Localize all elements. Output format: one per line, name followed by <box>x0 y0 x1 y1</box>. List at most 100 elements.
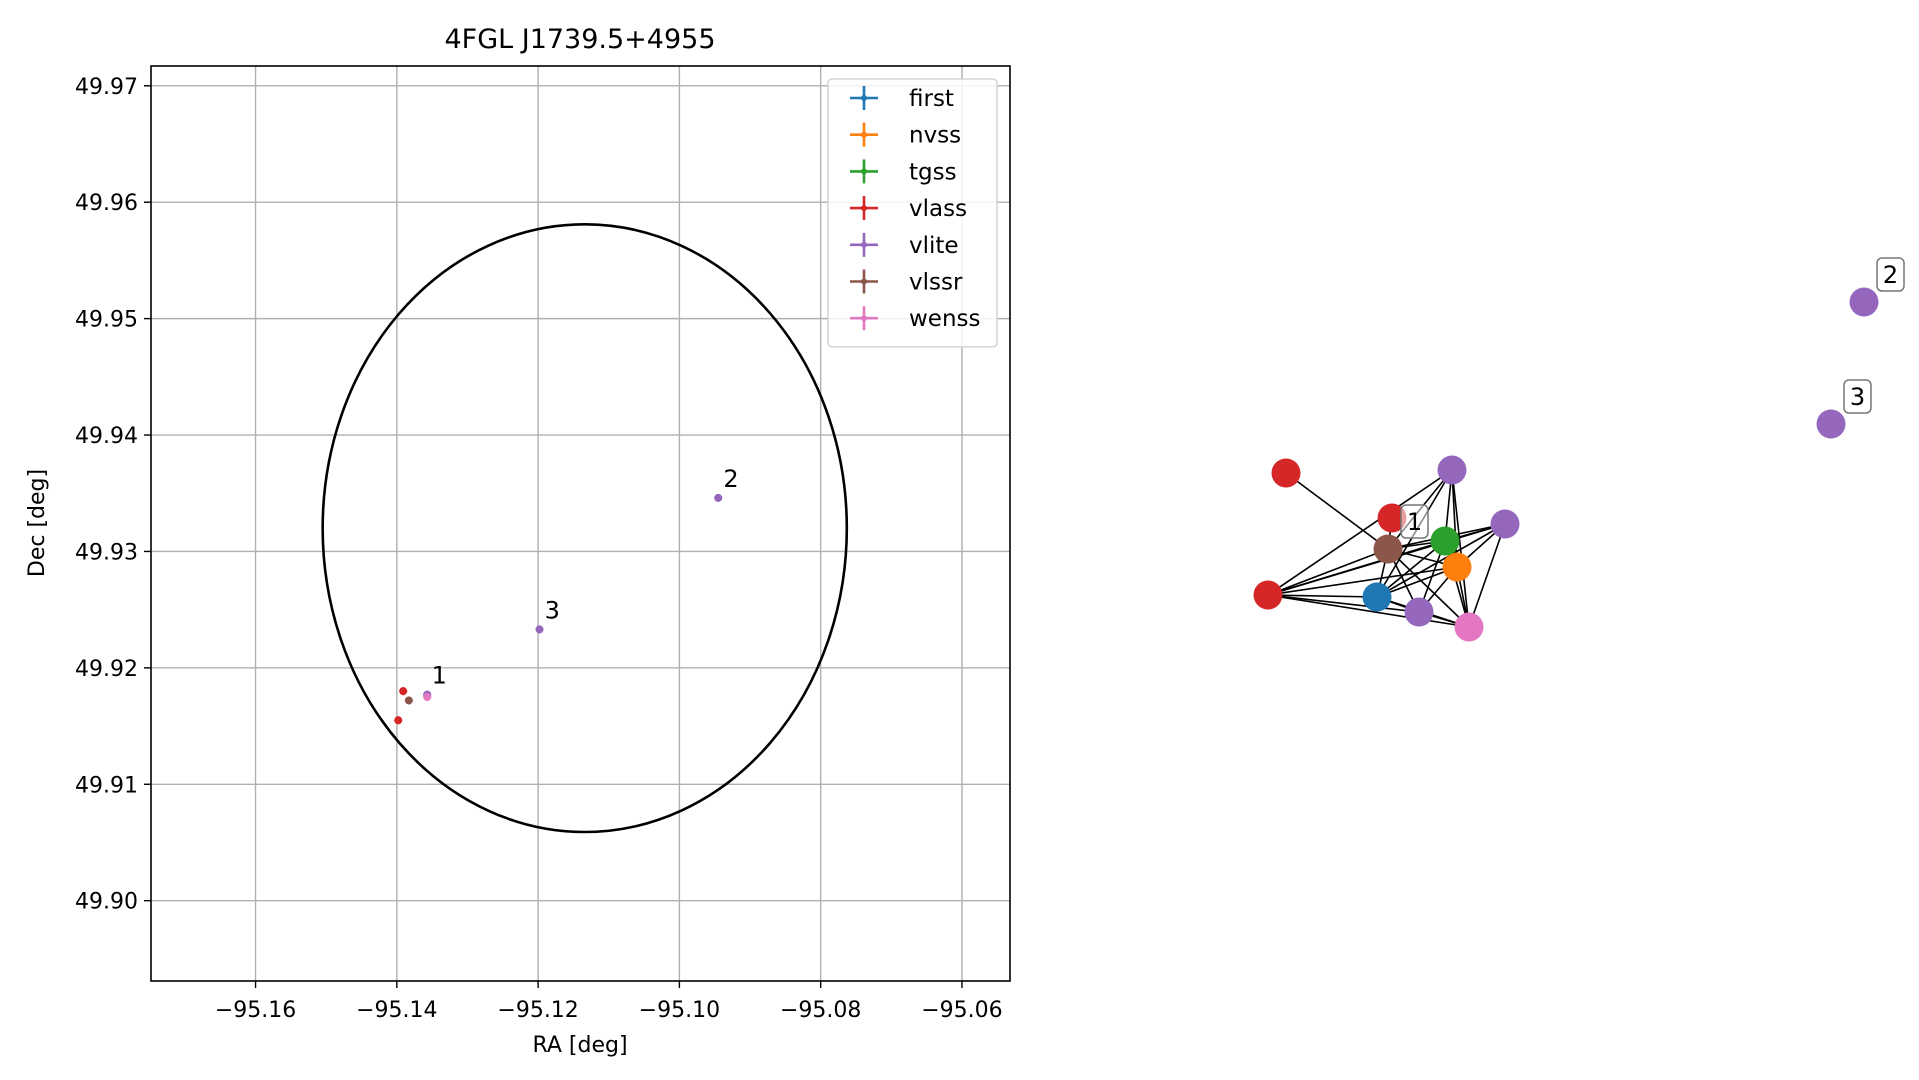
legend-label: tgss <box>909 159 957 185</box>
x-axis-label: RA [deg] <box>532 1033 627 1058</box>
x-tick-label: −95.12 <box>497 998 578 1023</box>
node-label-text: 1 <box>1407 508 1422 536</box>
y-tick-label: 49.96 <box>75 191 138 216</box>
network-edge <box>1267 594 1420 613</box>
legend-entry-vlite: vlite <box>850 232 959 259</box>
y-tick-label: 49.94 <box>75 424 138 449</box>
legend-entry-vlssr: vlssr <box>850 269 963 296</box>
legend-label: first <box>909 86 954 112</box>
legend-label: wenss <box>909 306 981 332</box>
network-edge <box>1451 469 1458 568</box>
legend-label: nvss <box>909 123 961 149</box>
network-node-labels: 1 2 3 <box>1400 257 1905 539</box>
network-panel: 1 2 3 <box>1253 257 1905 642</box>
point-annotation: 1 <box>432 662 447 690</box>
network-node-wenss <box>1454 612 1484 642</box>
y-axis-label: Dec [deg] <box>25 469 50 577</box>
legend-label: vlass <box>909 196 967 222</box>
legend-entry-nvss: nvss <box>850 122 961 149</box>
node-label-box <box>1400 504 1429 539</box>
network-edge <box>1285 472 1389 550</box>
network-node-vlite-b <box>1404 597 1434 627</box>
point-marker <box>535 625 544 634</box>
error-ellipse <box>321 223 849 834</box>
y-tick-label: 49.95 <box>75 308 138 333</box>
network-node-label: 3 <box>1843 379 1872 414</box>
legend-marker <box>861 241 867 248</box>
data-points <box>394 493 723 725</box>
point-marker <box>423 692 432 701</box>
point-marker <box>394 716 403 725</box>
network-edge <box>1468 523 1506 628</box>
legend-entry-vlass: vlass <box>850 196 967 222</box>
x-tick-label: −95.08 <box>780 998 861 1023</box>
y-axis-ticks: 49.90 49.91 49.92 49.93 49.94 49.95 49.96 49.97 <box>75 75 151 915</box>
legend-marker <box>861 95 867 101</box>
legend-marker <box>861 205 867 212</box>
plot-frame <box>150 65 1011 982</box>
point-annotations: 1 2 3 <box>432 465 739 690</box>
network-node-first <box>1362 582 1392 612</box>
point-wenss <box>423 692 432 701</box>
x-tick-label: −95.06 <box>921 998 1002 1023</box>
y-tick-label: 49.90 <box>75 890 138 915</box>
network-edge <box>1376 540 1446 598</box>
network-node-vlass-a <box>1271 458 1301 488</box>
x-axis-ticks: −95.16 −95.14 −95.12 −95.10 −95.08 −95.06 <box>215 981 1003 1023</box>
network-edge <box>1267 566 1458 596</box>
point-vlite <box>714 493 723 502</box>
node-label-box <box>1876 257 1905 292</box>
network-node-label: 2 <box>1876 257 1905 292</box>
network-edge <box>1267 594 1378 598</box>
legend-label: vlite <box>909 233 959 259</box>
legend: first nvss tgss vlass vlite vlssr wenss <box>827 78 998 348</box>
network-node-vlass-b <box>1377 503 1407 533</box>
network-edge <box>1376 523 1506 598</box>
legend-marker <box>861 315 867 322</box>
network-edge <box>1451 469 1470 628</box>
legend-label: vlssr <box>909 270 963 296</box>
node-label-text: 2 <box>1883 261 1898 289</box>
node-label-text: 3 <box>1850 383 1865 411</box>
network-node-vlite-2 <box>1849 287 1879 317</box>
scatter-panel: 1 2 3 −95.16 −95.14 −95.12 −95.10 −95.08 −95.06… <box>25 24 1011 1058</box>
point-marker <box>404 696 413 705</box>
y-tick-label: 49.91 <box>75 773 138 798</box>
chart-title: 4FGL J1739.5+4955 <box>444 24 715 55</box>
legend-entry-wenss: wenss <box>850 306 981 332</box>
network-node-vlite-a <box>1437 455 1467 485</box>
point-vlite <box>535 625 544 634</box>
node-label-box <box>1843 379 1872 414</box>
y-tick-label: 49.92 <box>75 657 138 682</box>
network-node-vlite-c <box>1490 509 1520 539</box>
legend-marker <box>861 168 867 175</box>
network-node-vlite-3 <box>1816 409 1846 439</box>
legend-entry-first: first <box>850 86 954 112</box>
network-node-vlssr <box>1373 534 1403 564</box>
point-annotation: 3 <box>545 596 560 624</box>
point-vlssr <box>404 696 413 705</box>
network-node-vlass-c <box>1253 580 1283 610</box>
y-tick-label: 49.93 <box>75 540 138 565</box>
y-tick-label: 49.97 <box>75 75 138 100</box>
legend-entry-tgss: tgss <box>850 159 957 185</box>
legend-box <box>827 78 998 348</box>
point-annotation: 2 <box>723 465 738 493</box>
network-node-nvss <box>1442 552 1472 582</box>
legend-marker <box>861 278 867 285</box>
network-node-label: 1 <box>1400 504 1429 539</box>
point-marker <box>399 687 408 696</box>
point-vlass <box>399 687 408 696</box>
network-edge <box>1267 594 1470 628</box>
network-nodes <box>1253 287 1879 642</box>
network-node-tgss <box>1430 526 1460 556</box>
x-tick-label: −95.16 <box>215 998 296 1023</box>
point-marker <box>714 493 723 502</box>
ellipse-outline <box>321 223 849 834</box>
x-tick-label: −95.14 <box>356 998 437 1023</box>
x-tick-label: −95.10 <box>639 998 720 1023</box>
network-edge <box>1267 548 1389 596</box>
network-edge <box>1267 469 1453 596</box>
point-vlass <box>394 716 403 725</box>
